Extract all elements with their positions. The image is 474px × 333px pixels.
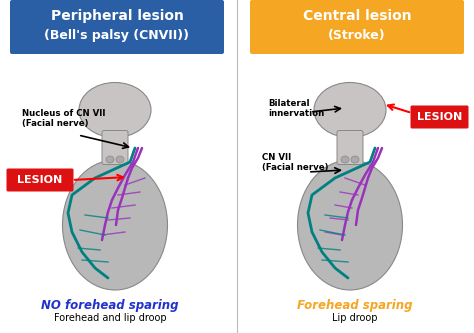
Text: Nucleus of CN VII: Nucleus of CN VII: [22, 109, 106, 118]
Ellipse shape: [314, 83, 386, 138]
Ellipse shape: [351, 156, 359, 163]
Text: Peripheral lesion: Peripheral lesion: [51, 9, 183, 23]
FancyBboxPatch shape: [250, 0, 464, 54]
FancyBboxPatch shape: [102, 131, 128, 165]
Text: (Stroke): (Stroke): [328, 30, 386, 43]
Ellipse shape: [106, 156, 114, 163]
Text: Forehead and lip droop: Forehead and lip droop: [54, 313, 166, 323]
Text: NO forehead sparing: NO forehead sparing: [41, 298, 179, 311]
Text: (Facial nerve): (Facial nerve): [22, 119, 89, 128]
Text: innervation: innervation: [268, 109, 324, 118]
Ellipse shape: [298, 160, 402, 290]
Ellipse shape: [63, 160, 167, 290]
FancyBboxPatch shape: [410, 106, 468, 129]
Text: LESION: LESION: [18, 175, 63, 185]
Ellipse shape: [341, 156, 349, 163]
Text: LESION: LESION: [417, 112, 462, 122]
Text: Lip droop: Lip droop: [332, 313, 378, 323]
Text: CN VII: CN VII: [262, 153, 291, 162]
Ellipse shape: [116, 156, 124, 163]
FancyBboxPatch shape: [337, 131, 363, 165]
Text: (Facial nerve): (Facial nerve): [262, 163, 328, 172]
FancyBboxPatch shape: [7, 168, 73, 191]
Ellipse shape: [79, 83, 151, 138]
Text: Bilateral: Bilateral: [268, 99, 310, 108]
Text: (Bell's palsy (CNVII)): (Bell's palsy (CNVII)): [45, 30, 190, 43]
Text: Forehead sparing: Forehead sparing: [297, 298, 413, 311]
FancyBboxPatch shape: [10, 0, 224, 54]
Text: Central lesion: Central lesion: [303, 9, 411, 23]
